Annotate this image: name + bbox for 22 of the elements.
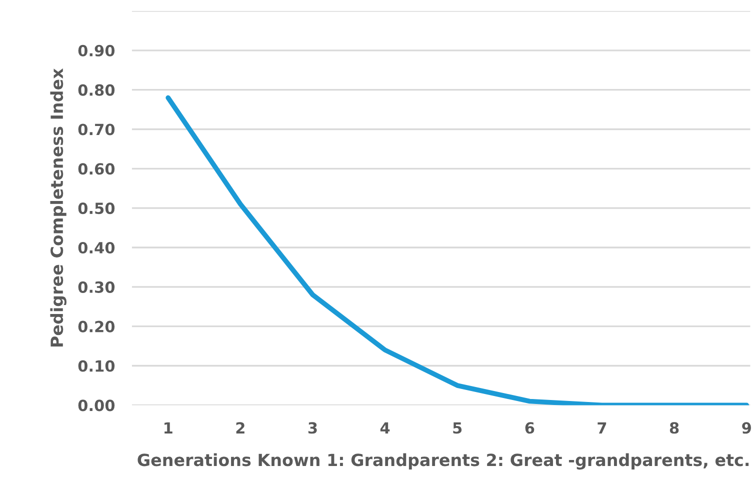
- y-tick-label: 0.80: [78, 84, 115, 96]
- x-tick-label: 1: [164, 422, 172, 434]
- y-tick-label: 0.90: [78, 44, 115, 56]
- y-tick-label: 0.60: [78, 163, 115, 175]
- y-tick-label: 0.00: [78, 400, 115, 412]
- y-tick-label: 0.30: [78, 281, 115, 293]
- y-tick-label: 0.50: [78, 202, 115, 214]
- x-tick-label: 5: [453, 422, 462, 434]
- y-axis-title: Pedigree Completeness Index: [50, 68, 66, 346]
- x-tick-label: 3: [308, 422, 317, 434]
- y-tick-label: 0.40: [78, 242, 115, 254]
- y-tick-label: 0.70: [78, 124, 115, 136]
- x-tick-label: 4: [380, 422, 390, 434]
- x-tick-label: 2: [236, 422, 244, 434]
- x-tick-label: 8: [670, 422, 679, 434]
- line-series: [166, 95, 750, 406]
- y-tick-label: 0.20: [78, 320, 115, 332]
- x-tick-label: 6: [525, 422, 534, 434]
- x-tick-label: 9: [742, 422, 751, 434]
- y-tick-label: 0.10: [78, 360, 115, 372]
- x-axis-title: Generations Known 1: Grandparents 2: Great -grandparents, etc.: [138, 453, 749, 470]
- x-tick-label: 7: [598, 422, 606, 434]
